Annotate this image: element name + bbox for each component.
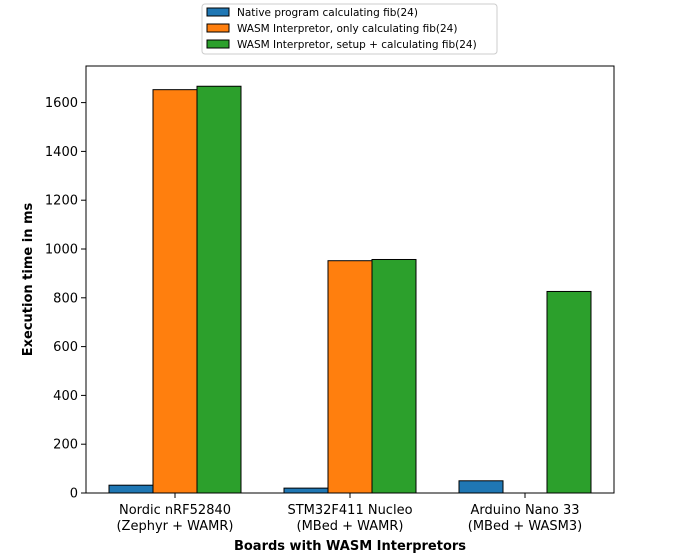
x-axis: Nordic nRF52840(Zephyr + WAMR) STM32F411 … [116,493,582,534]
legend-swatch [206,39,230,49]
bar-series0-cat2 [458,480,504,494]
legend-box [201,3,498,55]
legend-label: WASM Interpretor, only calculating fib(2… [237,23,457,35]
legend: Native program calculating fib(24) WASM I… [201,3,498,55]
y-tick-label: 600 [53,340,78,355]
x-tick-label: Nordic nRF52840 [119,503,231,518]
x-tick-label: (Zephyr + WAMR) [116,519,233,534]
x-axis-title: Boards with WASM Interpretors [234,539,466,554]
legend-swatch [206,23,230,33]
bar-series2-cat1 [371,258,417,494]
legend-swatch [206,7,230,17]
y-tick-label: 200 [53,438,78,453]
y-tick-label: 400 [53,389,78,404]
y-axis: 0 200 400 600 800 1000 1200 1400 1600 [45,96,86,502]
y-tick-label: 1200 [45,194,78,209]
x-tick-label: (MBed + WASM3) [468,519,582,534]
y-tick-label: 0 [70,487,78,502]
legend-label: Native program calculating fib(24) [237,7,418,19]
bar-series2-cat2 [546,290,592,494]
bars-group [108,85,592,494]
y-axis-title: Execution time in ms [21,202,36,356]
bar-series0-cat0 [108,484,154,494]
y-tick-label: 1600 [45,96,78,111]
y-tick-label: 1000 [45,243,78,258]
bar-series1-cat0 [152,89,198,494]
bar-series2-cat0 [196,85,242,494]
x-tick-label: STM32F411 Nucleo [287,503,412,518]
bar-series1-cat1 [327,260,373,494]
y-tick-label: 800 [53,291,78,306]
legend-label: WASM Interpretor, setup + calculating fi… [237,39,477,51]
x-tick-label: (MBed + WAMR) [297,519,404,534]
bar-series0-cat1 [283,487,329,494]
x-tick-label: Arduino Nano 33 [471,503,580,518]
y-tick-label: 1400 [45,145,78,160]
